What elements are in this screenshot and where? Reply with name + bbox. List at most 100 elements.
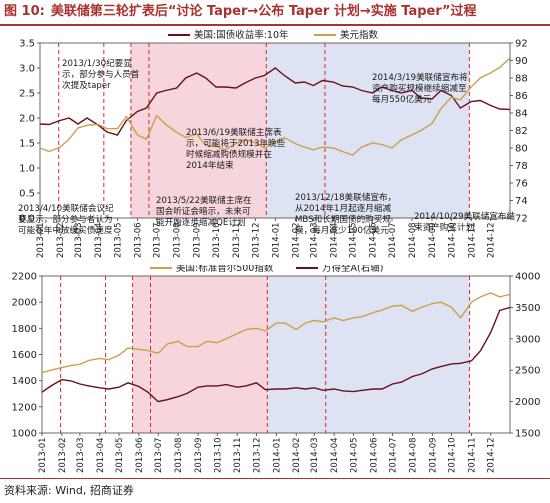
annotation-line: 可能在年中放缓买债速度: [18, 224, 113, 236]
x-tick-label: 2013-03: [74, 222, 84, 258]
annotation-line: 束资产购买计划: [414, 221, 474, 233]
x-tick-label: 2013-07: [154, 437, 164, 473]
annotation-line: 次提及taper: [62, 79, 111, 91]
x-tick-label: 2014-03: [309, 222, 319, 258]
source-note: 资料来源: Wind, 招商证券: [4, 484, 134, 497]
annotation-line: 2014年结束: [186, 159, 234, 171]
x-tick-label: 2013-11: [233, 437, 243, 473]
x-tick-label: 2014-06: [369, 222, 379, 258]
figure-number: 图 10:: [4, 4, 45, 19]
left-tick-label: 1400: [12, 376, 37, 387]
x-tick-label: 2014-10: [448, 437, 458, 473]
right-tick-label: 88: [515, 74, 528, 85]
x-tick-label: 2013-05: [115, 437, 125, 473]
x-tick-label: 2013-12: [251, 222, 261, 258]
annotation-line: 2013/4/10美联储会议纪: [18, 202, 114, 214]
x-tick-label: 2014-02: [291, 222, 301, 258]
annotation-line: 示，部分参与人员首: [62, 68, 140, 80]
x-tick-label: 2013-02: [56, 222, 66, 258]
left-tick-label: 1200: [12, 402, 37, 413]
annotation-line: 资产购买规模继续缩减至: [372, 82, 467, 94]
right-tick-label: 92: [515, 39, 528, 50]
x-tick-label: 2013-06: [135, 437, 145, 473]
annotation-line: 国会听证会暗示，未来可: [156, 205, 251, 217]
annotation-line: 从2014年1月起逐月缩减: [295, 202, 391, 214]
legend-label-1: 万得全A(右轴): [322, 265, 383, 274]
legend-label-1: 美元指数: [340, 29, 379, 41]
right-tick-label: 76: [515, 179, 528, 190]
x-tick-label: 2013-10: [212, 222, 222, 258]
series-line-0: [41, 292, 511, 374]
x-tick-label: 2014-05: [349, 222, 359, 258]
x-tick-label: 2013-02: [58, 437, 68, 473]
x-tick-label: 2014-09: [428, 437, 438, 473]
annotation-line: 能开始逐步缩减QE计划: [156, 216, 246, 228]
x-tick-label: 2013-03: [76, 437, 86, 473]
x-tick-label: 2014-01: [272, 437, 282, 473]
annotation-line: 2014/10/29美联储宣布结: [414, 210, 516, 222]
x-tick-label: 2013-10: [213, 437, 223, 473]
annotation-line: 模，每月减少100亿美元: [295, 224, 389, 236]
right-tick-label: 80: [515, 144, 528, 155]
left-tick-label: 1800: [12, 324, 37, 335]
figure-title: 美联储第三轮扩表后“讨论 Taper→公布 Taper 计划→实施 Taper”…: [50, 4, 477, 19]
annotation-line: 2013/5/22美联储主席在: [156, 194, 252, 206]
x-tick-label: 2014-10: [447, 222, 457, 258]
x-tick-label: 2013-08: [173, 222, 183, 258]
x-tick-label: 2014-07: [388, 222, 398, 258]
x-tick-label: 2014-12: [487, 437, 497, 473]
annotation-line: MBS和长期国债的购买规: [295, 213, 391, 225]
x-tick-label: 2014-04: [329, 222, 339, 258]
left-tick-label: 1000: [12, 429, 37, 440]
annotation-line: 2013/6/19美联储主席表: [186, 126, 282, 138]
x-tick-label: 2013-12: [252, 437, 262, 473]
right-tick-label: 1500: [515, 429, 540, 440]
annotation-4: 2013/12/18美联储宣布，从2014年1月起逐月缩减MBS和长期国债的购买…: [295, 191, 396, 236]
annotation-line: 2014/3/19美联储宣布将: [372, 71, 468, 83]
chart-top: 0.0 0.5 1.0 1.5 2.0 2.5 3.0 3.5 72 74 76 78 80 82 84 86…: [18, 29, 528, 258]
annotation-line: 要显示，部分参与者认为: [18, 213, 113, 225]
x-tick-label: 2013-09: [194, 437, 204, 473]
right-tick-label: 2000: [515, 397, 540, 408]
annotation-line: 2013/12/18美联储宣布，: [295, 191, 396, 203]
left-tick-label: 3.0: [19, 64, 35, 75]
x-tick-label: 2014-08: [408, 437, 418, 473]
left-tick-label: 1.0: [19, 164, 35, 175]
x-tick-label: 2014-02: [292, 437, 302, 473]
right-tick-label: 2500: [515, 366, 540, 377]
x-tick-label: 2013-09: [193, 222, 203, 258]
x-tick-label: 2014-04: [330, 437, 340, 473]
annotation-line: 每月550亿美元: [372, 93, 432, 105]
left-tick-label: 2.0: [19, 114, 35, 125]
x-tick-label: 2014-12: [487, 222, 497, 258]
shaded-region-pink: [130, 43, 267, 218]
shaded-region-pink: [132, 276, 268, 433]
x-tick-label: 2013-11: [232, 222, 242, 258]
x-tick-label: 2014-08: [408, 222, 418, 258]
x-tick-label: 2013-08: [174, 437, 184, 473]
right-tick-label: 4000: [515, 272, 540, 283]
x-tick-label: 2014-07: [389, 437, 399, 473]
left-tick-label: 1600: [12, 350, 37, 361]
x-tick-label: 2013-05: [113, 222, 123, 258]
right-tick-label: 3500: [515, 303, 540, 314]
left-tick-label: 3.5: [19, 39, 35, 50]
left-tick-label: 2.5: [19, 89, 35, 100]
right-tick-label: 90: [515, 56, 528, 67]
right-tick-label: 74: [515, 196, 528, 207]
source-divider: [0, 478, 550, 479]
x-tick-label: 2014-03: [310, 437, 320, 473]
left-tick-label: 0.0: [19, 214, 35, 225]
x-tick-label: 2013-07: [153, 222, 163, 258]
right-tick-label: 3000: [515, 334, 540, 345]
left-tick-label: 0.5: [19, 189, 35, 200]
x-tick-label: 2014-11: [467, 437, 477, 473]
x-tick-label: 2014-09: [428, 222, 438, 258]
x-tick-label: 2014-05: [349, 437, 359, 473]
x-tick-label: 2013-04: [96, 437, 106, 473]
series-line-1: [41, 306, 511, 403]
